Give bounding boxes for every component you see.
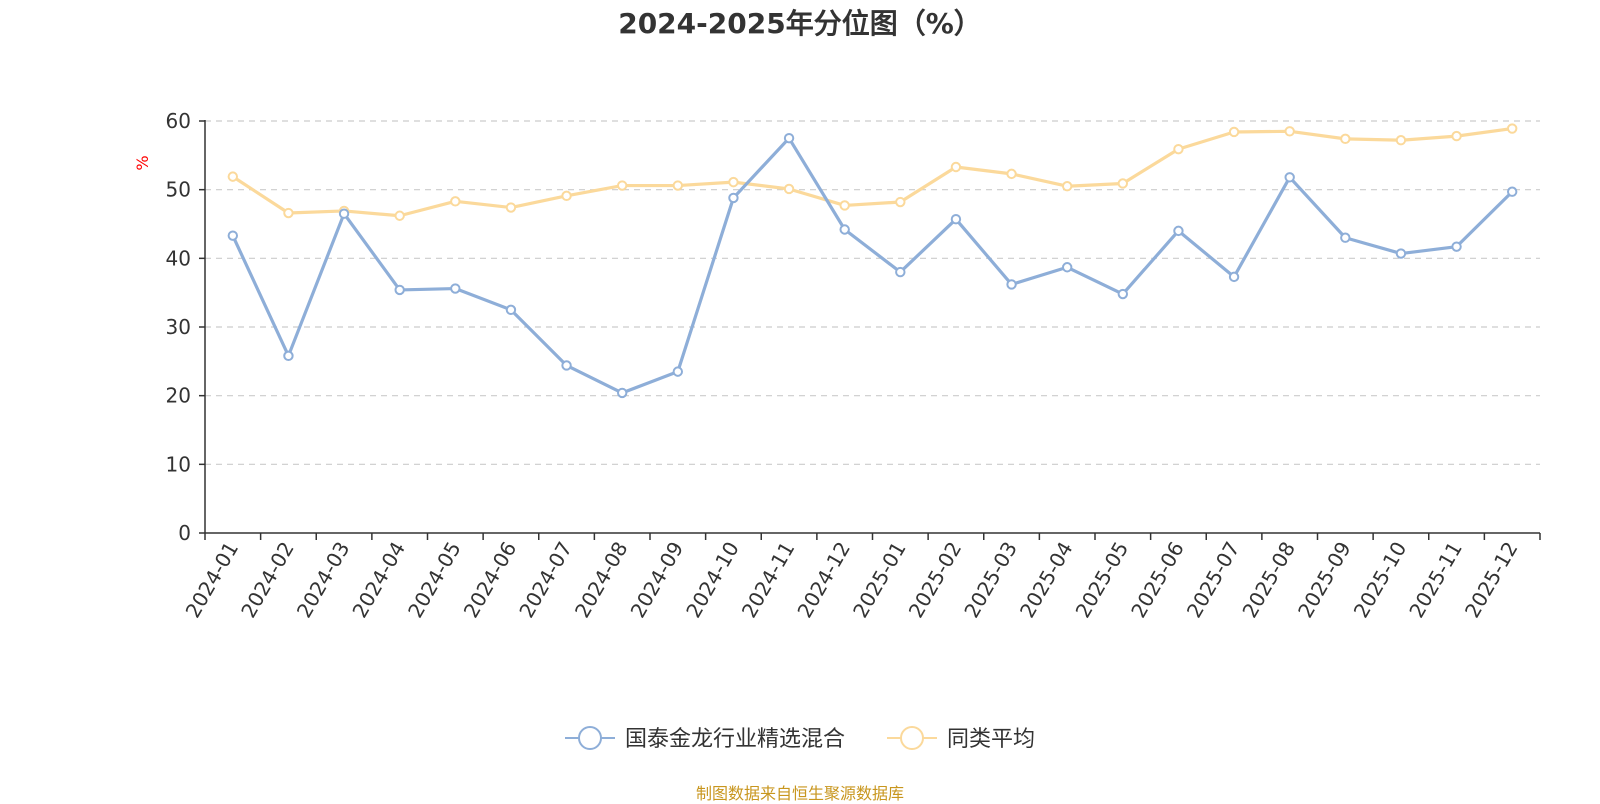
x-tick-label: 2025-09 xyxy=(1293,538,1356,622)
legend-label: 国泰金龙行业精选混合 xyxy=(625,727,845,752)
data-point xyxy=(672,366,684,377)
x-tick-label: 2024-06 xyxy=(459,538,522,622)
legend-marker xyxy=(578,726,602,750)
data-point xyxy=(672,180,684,191)
x-tick-label: 2024-12 xyxy=(792,538,855,622)
data-point xyxy=(616,387,628,399)
y-axis-label: % xyxy=(133,155,152,170)
x-tick-label: 2025-04 xyxy=(1015,538,1078,622)
data-point xyxy=(1340,232,1351,243)
data-point xyxy=(616,180,628,191)
x-tick-label: 2025-03 xyxy=(959,538,1022,622)
y-tick-label: 40 xyxy=(166,246,191,270)
data-point xyxy=(1061,181,1073,192)
data-point xyxy=(227,230,239,241)
x-tick-label: 2025-10 xyxy=(1349,538,1412,622)
series-line xyxy=(231,126,1513,218)
x-tick-label: 2024-01 xyxy=(181,538,244,622)
legend-label: 同类平均 xyxy=(947,727,1035,752)
y-tick-label: 30 xyxy=(166,315,191,339)
data-point xyxy=(283,350,294,362)
x-tick-label: 2025-06 xyxy=(1126,538,1189,622)
y-tick-label: 0 xyxy=(178,521,191,545)
data-point xyxy=(1506,123,1518,134)
data-point xyxy=(1006,279,1017,290)
data-point xyxy=(895,266,906,278)
data-point xyxy=(227,171,239,182)
data-point xyxy=(1061,262,1073,273)
x-tick-label: 2025-08 xyxy=(1237,538,1300,622)
data-point xyxy=(505,304,517,316)
data-point xyxy=(1117,178,1129,189)
gridlines xyxy=(205,120,1540,465)
y-tick-label: 60 xyxy=(166,109,191,133)
x-tick-label: 2025-05 xyxy=(1071,538,1134,622)
y-tick-label: 20 xyxy=(166,384,191,408)
data-point xyxy=(839,224,850,235)
data-point xyxy=(1284,126,1295,137)
source-note: 制图数据来自恒生聚源数据库 xyxy=(695,784,904,803)
x-tick-label: 2024-04 xyxy=(347,538,410,622)
data-point xyxy=(950,161,962,173)
legend-marker xyxy=(900,726,924,750)
axes: 0102030405060%2024-012024-022024-032024-… xyxy=(133,109,1541,622)
data-point xyxy=(1506,186,1518,197)
data-point xyxy=(1451,241,1462,252)
x-tick-label: 2024-10 xyxy=(681,538,744,622)
series-lines xyxy=(227,123,1518,399)
data-point xyxy=(450,196,461,207)
data-point xyxy=(1395,135,1407,146)
y-tick-label: 50 xyxy=(166,178,191,202)
data-point xyxy=(950,213,962,225)
data-point xyxy=(283,207,294,219)
data-point xyxy=(1228,271,1240,283)
x-tick-label: 2025-07 xyxy=(1182,538,1245,622)
x-tick-label: 2024-05 xyxy=(403,538,466,622)
data-point xyxy=(728,176,739,188)
data-point xyxy=(561,190,572,202)
data-point xyxy=(394,210,405,221)
data-point xyxy=(450,283,461,294)
x-tick-label: 2025-02 xyxy=(904,538,967,622)
data-point xyxy=(338,208,350,219)
x-tick-label: 2024-07 xyxy=(514,538,577,622)
x-tick-label: 2025-11 xyxy=(1404,538,1467,622)
data-point xyxy=(895,196,906,208)
data-point xyxy=(728,192,739,204)
series-line xyxy=(231,136,1514,395)
x-tick-label: 2025-12 xyxy=(1460,538,1523,622)
x-tick-label: 2024-11 xyxy=(737,538,800,622)
x-tick-label: 2024-02 xyxy=(236,538,299,622)
data-point xyxy=(1340,133,1351,145)
data-point xyxy=(394,284,405,296)
data-point xyxy=(1284,172,1295,183)
y-tick-label: 10 xyxy=(166,452,191,476)
data-point xyxy=(1173,143,1184,155)
data-point xyxy=(505,202,517,213)
data-point xyxy=(839,200,850,211)
data-point xyxy=(1228,126,1240,138)
x-tick-label: 2025-01 xyxy=(848,538,911,622)
data-point xyxy=(1006,168,1017,180)
data-point xyxy=(1173,225,1184,237)
data-point xyxy=(783,132,795,144)
data-point xyxy=(1395,248,1407,259)
data-point xyxy=(1117,288,1129,300)
data-point xyxy=(1451,130,1462,142)
data-point xyxy=(561,360,572,371)
data-point xyxy=(783,183,795,195)
chart-title: 2024-2025年分位图（%） xyxy=(618,7,982,40)
x-tick-label: 2024-03 xyxy=(292,538,355,622)
x-tick-label: 2024-09 xyxy=(626,538,689,622)
legend: 国泰金龙行业精选混合 同类平均 xyxy=(565,726,1035,752)
x-tick-label: 2024-08 xyxy=(570,538,633,622)
